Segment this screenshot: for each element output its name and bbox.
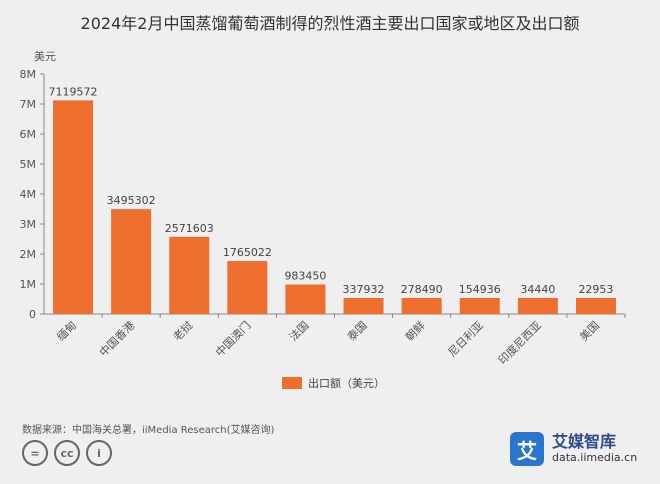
y-tick-label: 1M	[20, 278, 37, 291]
x-tick-label: 尼日利亚	[446, 319, 486, 359]
x-tick-label: 美国	[577, 319, 602, 344]
bar	[169, 236, 210, 314]
equal-icon: =	[22, 440, 48, 466]
cc-icon: cc	[54, 440, 80, 466]
y-tick-label: 6M	[20, 128, 37, 141]
brand-name: 艾媒智库	[552, 432, 617, 451]
y-tick-label: 4M	[20, 188, 37, 201]
bar	[459, 298, 500, 314]
y-tick-label: 2M	[20, 248, 37, 261]
bar	[517, 298, 558, 314]
x-tick-label: 老挝	[170, 318, 195, 343]
x-tick-label: 朝鲜	[402, 318, 427, 343]
source-note: 数据来源：中国海关总署，iiMedia Research(艾媒咨询)	[22, 425, 275, 436]
bar-value-label: 22953	[578, 283, 613, 296]
brand: 艾 艾媒智库 data.iimedia.cn	[510, 432, 637, 466]
brand-logo-icon: 艾	[510, 432, 544, 466]
chart-title: 2024年2月中国蒸馏葡萄酒制得的烈性酒主要出口国家或地区及出口额	[80, 14, 580, 33]
bar-value-label: 154936	[459, 283, 501, 296]
brand-url: data.iimedia.cn	[552, 451, 638, 464]
bar-value-label: 278490	[401, 283, 443, 296]
legend-label: 出口额（美元）	[308, 377, 385, 390]
bar-value-label: 983450	[284, 269, 326, 282]
bar-value-label: 34440	[520, 283, 555, 296]
bar-value-label: 2571603	[165, 222, 214, 235]
y-tick-label: 7M	[20, 98, 37, 111]
bar	[227, 261, 268, 314]
bar-value-label: 1765022	[223, 246, 272, 259]
bar-value-label: 337932	[343, 283, 385, 296]
license-icons: = cc i	[22, 440, 118, 466]
attribution-icon: i	[86, 440, 112, 466]
legend[interactable]: 出口额（美元）	[282, 375, 385, 391]
bar	[53, 100, 94, 314]
y-tick-label: 3M	[20, 218, 37, 231]
x-tick-label: 中国澳门	[212, 318, 253, 359]
bar	[285, 284, 326, 314]
legend-swatch	[282, 377, 302, 389]
y-axis-unit: 美元	[34, 50, 56, 63]
y-tick-label: 5M	[20, 158, 37, 171]
bar-value-label: 3495302	[107, 194, 156, 207]
bar	[111, 209, 152, 314]
bar	[401, 298, 442, 314]
y-tick-label: 0	[29, 308, 36, 321]
x-tick-label: 印度尼西亚	[495, 318, 544, 367]
bar	[575, 298, 616, 314]
y-tick-label: 8M	[20, 68, 37, 81]
x-tick-label: 缅甸	[54, 318, 79, 343]
x-tick-label: 法国	[286, 318, 311, 343]
x-tick-label: 中国香港	[97, 319, 137, 359]
bar-value-label: 7119572	[49, 85, 98, 98]
x-tick-label: 泰国	[344, 318, 369, 343]
bar	[343, 298, 384, 314]
